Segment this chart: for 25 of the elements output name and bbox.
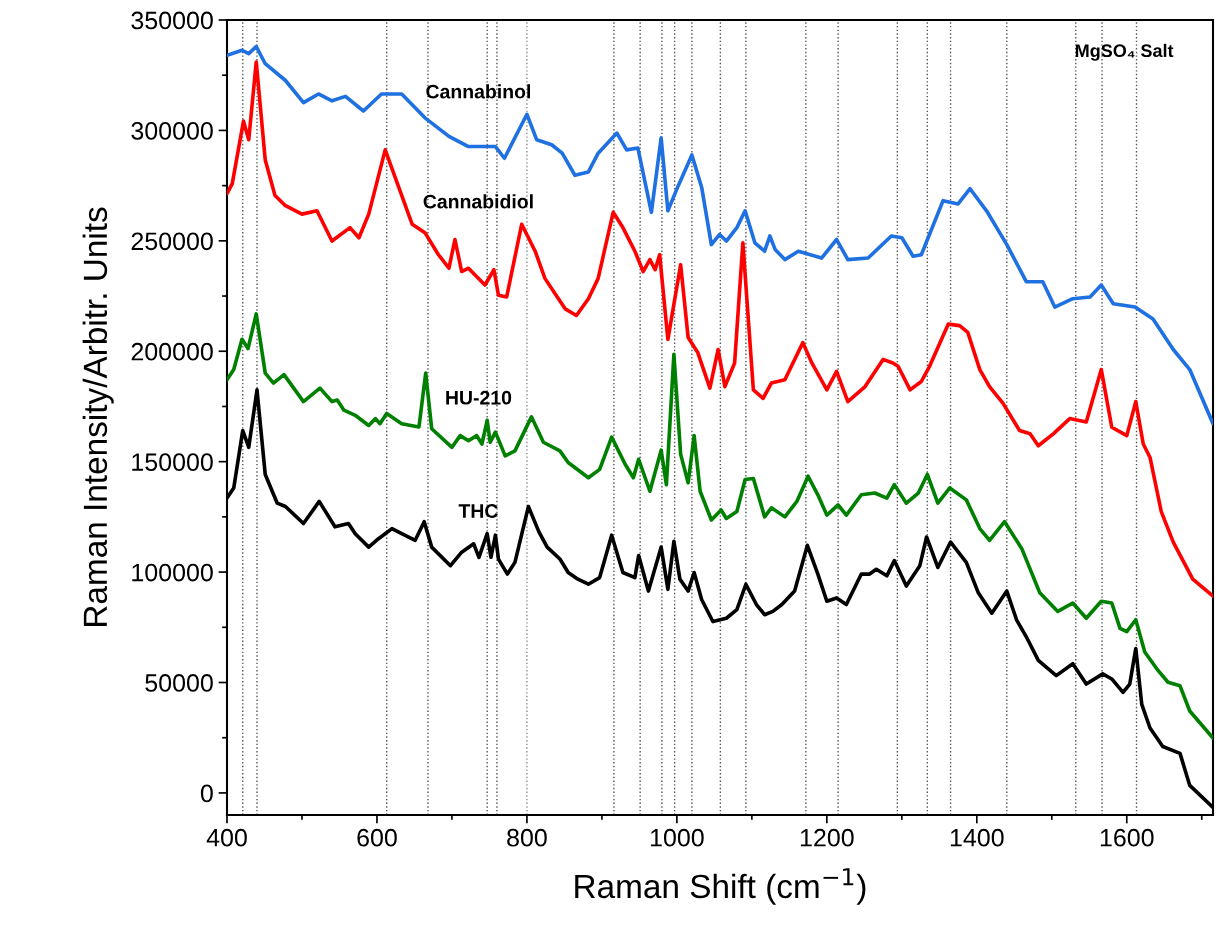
x-tick-label: 1200 bbox=[800, 828, 854, 847]
line-series bbox=[227, 60, 1213, 598]
y-tick-label: 300000 bbox=[131, 122, 213, 140]
line-series bbox=[227, 312, 1213, 740]
y-axis-title: Raman Intensity/Arbitr. Units bbox=[82, 207, 114, 626]
x-tick-label: 800 bbox=[507, 828, 547, 847]
x-tick-label: 600 bbox=[357, 828, 397, 847]
x-tick-label: 400 bbox=[206, 828, 247, 847]
series-label: HU-210 bbox=[446, 390, 512, 405]
y-tick-label: 100000 bbox=[132, 563, 213, 582]
x-tick-label: 1600 bbox=[1100, 828, 1154, 847]
x-tick-label: 1400 bbox=[950, 828, 1004, 847]
y-tick-label: 250000 bbox=[131, 232, 213, 251]
series-label: THC bbox=[458, 504, 498, 518]
y-tick-label: 200000 bbox=[131, 342, 213, 361]
y-tick-label: 50000 bbox=[145, 674, 213, 692]
x-axis-title: Raman Shift (cm$^{−1}$) bbox=[575, 868, 866, 905]
x-tick-label: 1000 bbox=[650, 828, 704, 847]
y-tick-label: 0 bbox=[200, 784, 213, 803]
series-label: Cannabinol bbox=[426, 84, 530, 99]
series-label: Cannabidiol bbox=[423, 194, 533, 209]
annotation: MgSO₄ Salt bbox=[1075, 43, 1174, 61]
y-tick-label: 350000 bbox=[131, 11, 213, 30]
line-series bbox=[227, 44, 1213, 426]
y-tick-label: 150000 bbox=[132, 453, 213, 471]
